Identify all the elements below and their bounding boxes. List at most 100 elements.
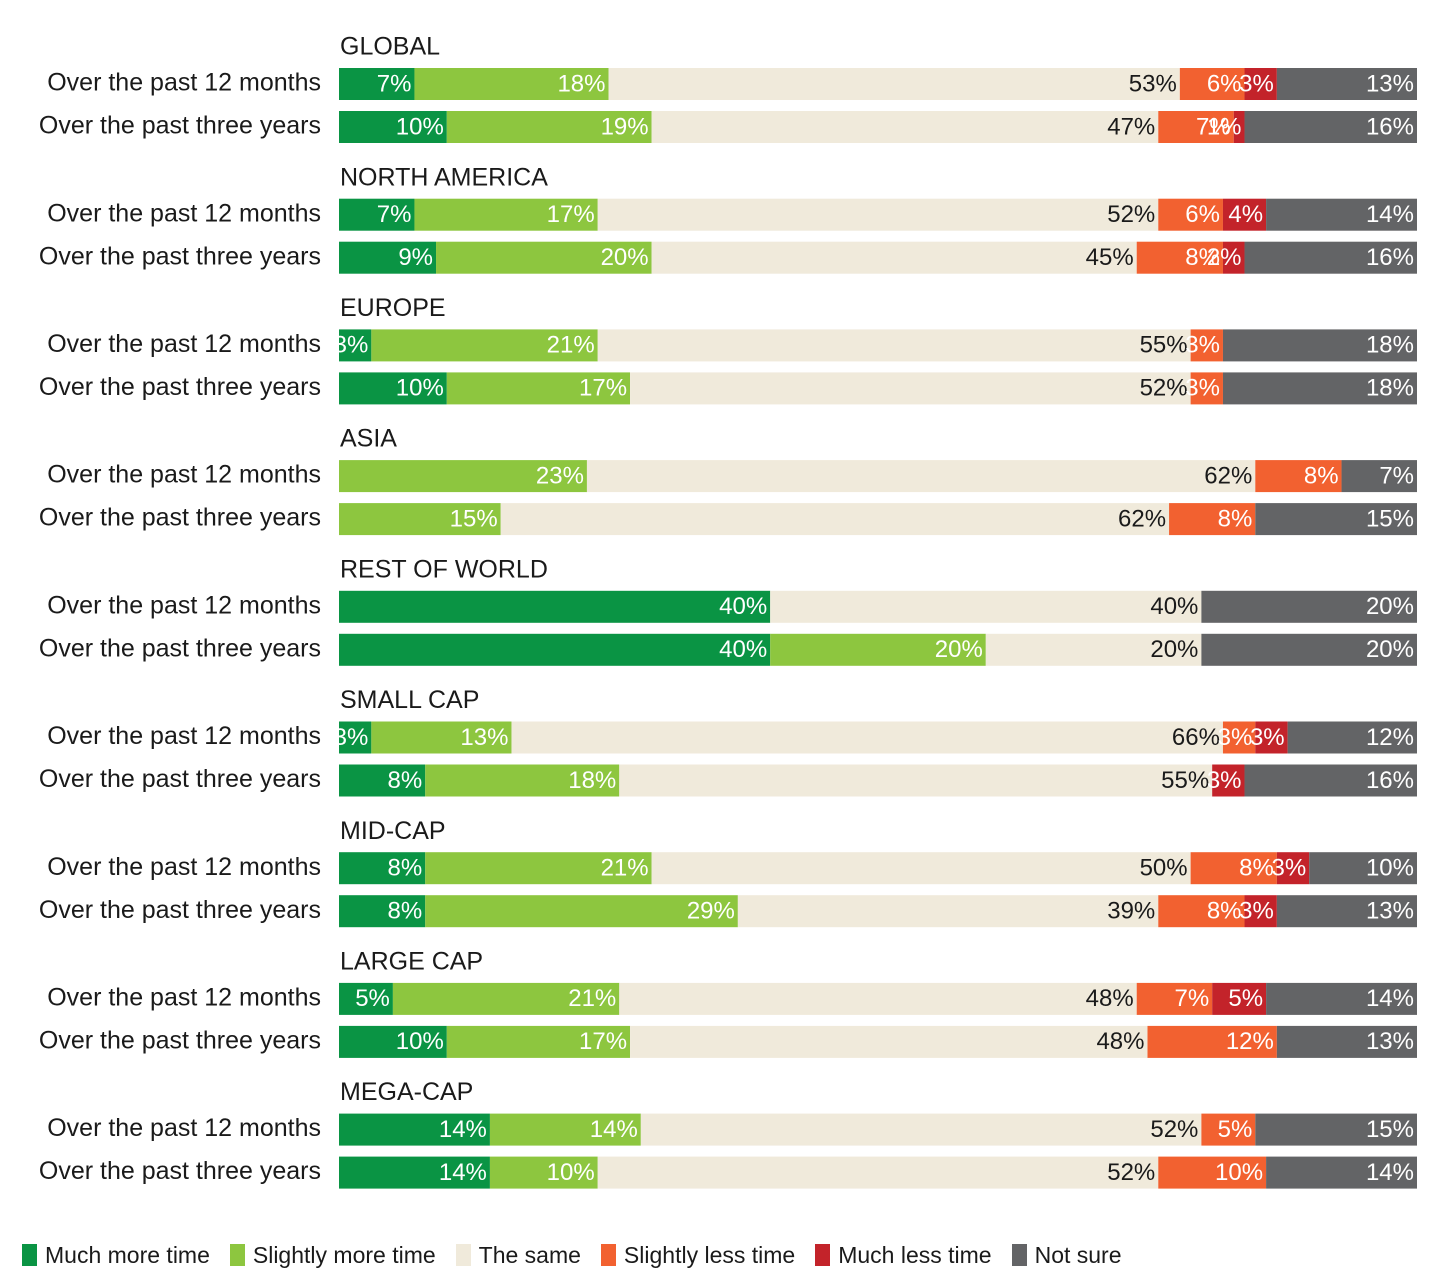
bar-segment-same <box>737 895 1159 928</box>
bar-segment-much-less <box>1255 721 1288 754</box>
chart-legend: Much more time Slightly more time The sa… <box>22 1240 1142 1270</box>
bar-segment-slightly-more <box>339 503 501 536</box>
bar-segment-not-sure <box>1244 111 1417 143</box>
bar-segment-slightly-more <box>770 633 986 666</box>
bar-segment-slightly-more <box>446 372 631 405</box>
bar-segment-slightly-more <box>446 1025 631 1058</box>
data-label: 8% <box>1239 855 1274 882</box>
bar-segment-same <box>597 1156 1159 1189</box>
bar-segment-much-more <box>339 329 372 362</box>
row-label: Over the past 12 months <box>47 330 321 358</box>
data-label: 53% <box>1129 70 1177 97</box>
data-label: 62% <box>1204 462 1252 489</box>
data-label: 8% <box>388 767 423 794</box>
data-label: 14% <box>439 1116 487 1143</box>
bar-segment-slightly-less <box>1222 721 1256 754</box>
legend-item-the-same: The same <box>455 1242 581 1269</box>
data-label: 48% <box>1096 1028 1144 1055</box>
legend-swatch <box>815 1244 831 1266</box>
data-label: 39% <box>1107 898 1155 925</box>
data-label: 52% <box>1140 375 1188 402</box>
bar-segment-same <box>619 982 1137 1015</box>
data-label: 21% <box>601 855 649 882</box>
data-label: 14% <box>1366 201 1414 228</box>
data-label: 10% <box>396 375 444 402</box>
data-label: 7% <box>1174 985 1209 1012</box>
data-label: 8% <box>1218 505 1253 532</box>
bar-segment-not-sure <box>1276 1025 1417 1058</box>
legend-swatch <box>600 1244 616 1266</box>
bar-segment-much-less <box>1244 895 1277 928</box>
data-label: 12% <box>1226 1028 1274 1055</box>
bar-segment-much-less <box>1222 241 1245 274</box>
legend-label: Not sure <box>1034 1241 1122 1268</box>
data-label: 8% <box>388 898 423 925</box>
bar-segment-same <box>597 329 1191 362</box>
bar-segment-not-sure <box>1266 982 1417 1015</box>
bar-segment-slightly-less <box>1255 460 1342 493</box>
data-label: 40% <box>719 593 767 620</box>
data-label: 45% <box>1086 244 1134 271</box>
group-title: EUROPE <box>340 294 446 322</box>
data-label: 18% <box>1366 375 1414 402</box>
bar-segment-slightly-more <box>425 852 652 885</box>
bar-segment-not-sure <box>1255 503 1417 536</box>
data-label: 55% <box>1140 332 1188 359</box>
bar-segment-not-sure <box>1309 852 1417 885</box>
bar-segment-slightly-less <box>1158 895 1245 928</box>
bar-segment-much-more <box>339 241 437 274</box>
bar-segment-slightly-more <box>414 198 598 231</box>
legend-item-slightly-less-time: Slightly less time <box>600 1241 796 1269</box>
row-label: Over the past 12 months <box>47 853 321 881</box>
bar-segment-much-more <box>339 764 426 797</box>
bar-segment-much-more <box>339 982 393 1015</box>
data-label: 12% <box>1366 724 1414 751</box>
bar-segment-slightly-less <box>1179 68 1245 100</box>
group-title: ASIA <box>340 425 397 453</box>
group-title: GLOBAL <box>340 33 440 61</box>
data-label: 3% <box>1272 855 1307 882</box>
bar-segment-same <box>770 590 1202 623</box>
bar-segment-slightly-more <box>489 1113 641 1146</box>
data-label: 6% <box>1185 201 1220 228</box>
data-label: 52% <box>1107 1159 1155 1186</box>
bar-segment-slightly-less <box>1190 852 1277 885</box>
data-label: 55% <box>1161 767 1209 794</box>
data-label: 14% <box>439 1159 487 1186</box>
legend-swatch <box>1011 1244 1027 1266</box>
bar-segment-much-more <box>339 633 771 666</box>
data-label: 20% <box>935 636 983 663</box>
bar-segment-not-sure <box>1255 1113 1417 1146</box>
bar-segment-not-sure <box>1287 721 1417 754</box>
row-label: Over the past three years <box>39 1027 321 1055</box>
row-label: Over the past three years <box>39 1157 321 1185</box>
bar-segment-much-less <box>1244 68 1277 100</box>
legend-swatch <box>22 1244 37 1266</box>
group-title: NORTH AMERICA <box>340 163 548 191</box>
data-label: 16% <box>1366 113 1414 140</box>
data-label: 3% <box>1207 767 1242 794</box>
bar-segment-not-sure <box>1222 329 1417 362</box>
data-label: 62% <box>1118 505 1166 532</box>
data-label: 20% <box>1366 636 1414 663</box>
data-label: 8% <box>1207 898 1242 925</box>
bar-segment-slightly-more <box>371 721 512 754</box>
data-label: 21% <box>547 332 595 359</box>
row-label: Over the past 12 months <box>47 69 321 97</box>
data-label: 8% <box>388 855 423 882</box>
data-label: 29% <box>687 898 735 925</box>
bar-segment-same <box>619 764 1213 797</box>
bar-segment-same <box>651 241 1137 274</box>
data-label: 40% <box>1150 593 1198 620</box>
legend-item-slightly-more-time: Slightly more time <box>229 1241 436 1269</box>
row-label: Over the past 12 months <box>47 199 321 227</box>
bar-segment-slightly-more <box>425 895 738 928</box>
bar-segment-same <box>586 460 1256 493</box>
bar-segment-much-more <box>339 590 771 623</box>
data-label: 3% <box>1218 724 1253 751</box>
legend-label: Slightly more time <box>252 1241 436 1268</box>
legend-label: Slightly less time <box>623 1241 796 1268</box>
bar-segment-slightly-less <box>1136 982 1213 1015</box>
data-label: 10% <box>396 1028 444 1055</box>
row-label: Over the past three years <box>39 765 321 793</box>
